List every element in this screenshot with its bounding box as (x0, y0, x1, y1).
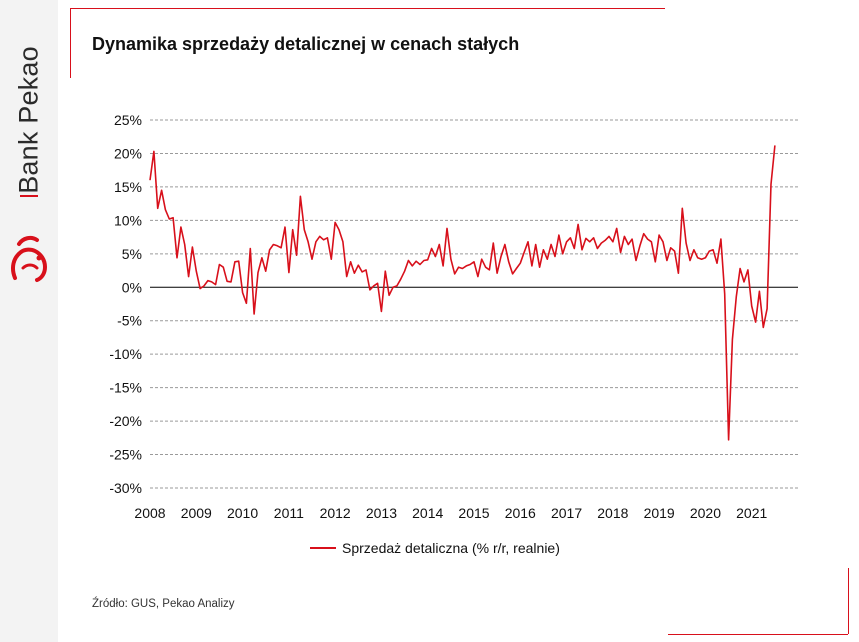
legend: Sprzedaż detaliczna (% r/r, realnie) (310, 540, 560, 556)
brand-name: Bank Pekao (13, 46, 44, 194)
x-axis-ticks: 2008 2009 2010 2011 2012 2013 2014 2015 2016 2017… (134, 505, 767, 521)
x-tick-label: 2015 (458, 505, 489, 521)
legend-label: Sprzedaż detaliczna (% r/r, realnie) (342, 540, 560, 556)
y-tick-label: 10% (114, 212, 142, 228)
x-tick-label: 2018 (597, 505, 628, 521)
legend-line-swatch (310, 547, 336, 549)
x-tick-label: 2012 (320, 505, 351, 521)
y-tick-label: -20% (109, 413, 142, 429)
x-tick-label: 2019 (644, 505, 675, 521)
source-note: Źródło: GUS, Pekao Analizy (92, 598, 235, 610)
y-tick-label: 0% (122, 279, 142, 295)
x-tick-label: 2009 (181, 505, 212, 521)
x-tick-label: 2013 (366, 505, 397, 521)
x-tick-label: 2014 (412, 505, 443, 521)
x-tick-label: 2016 (505, 505, 536, 521)
chart-title: Dynamika sprzedaży detalicznej w cenach … (92, 34, 520, 54)
frame-left-line (70, 8, 71, 78)
x-tick-label: 2020 (690, 505, 721, 521)
y-tick-label: -10% (109, 346, 142, 362)
frame-top-line (70, 8, 665, 9)
frame-bottom-line (668, 634, 848, 635)
x-tick-label: 2021 (736, 505, 767, 521)
bison-logo-icon (11, 235, 48, 282)
y-tick-label: -5% (117, 313, 142, 329)
x-tick-label: 2010 (227, 505, 258, 521)
y-tick-label: 5% (122, 246, 142, 262)
y-tick-label: 15% (114, 179, 142, 195)
series-layer (149, 145, 776, 441)
x-tick-label: 2011 (274, 505, 304, 521)
brand-divider (20, 195, 38, 197)
brand-sidebar: Bank Pekao (0, 0, 58, 642)
y-tick-label: -15% (109, 380, 142, 396)
x-tick-label: 2008 (134, 505, 165, 521)
frame-right-line (848, 568, 849, 634)
y-tick-label: -30% (109, 480, 142, 496)
series-line (149, 145, 776, 441)
y-axis-ticks: 25% 20% 15% 10% 5% 0% -5% -10% -15% -20% -25% -30% (109, 112, 142, 496)
gridlines (150, 119, 798, 489)
y-tick-label: 25% (114, 112, 142, 128)
y-tick-label: -25% (109, 447, 142, 463)
line-chart: 25%20%15%10%5%0%-5%-10%-15%-20%-25%-30% … (109, 112, 798, 521)
y-tick-label: 20% (114, 145, 142, 161)
x-tick-label: 2017 (551, 505, 582, 521)
